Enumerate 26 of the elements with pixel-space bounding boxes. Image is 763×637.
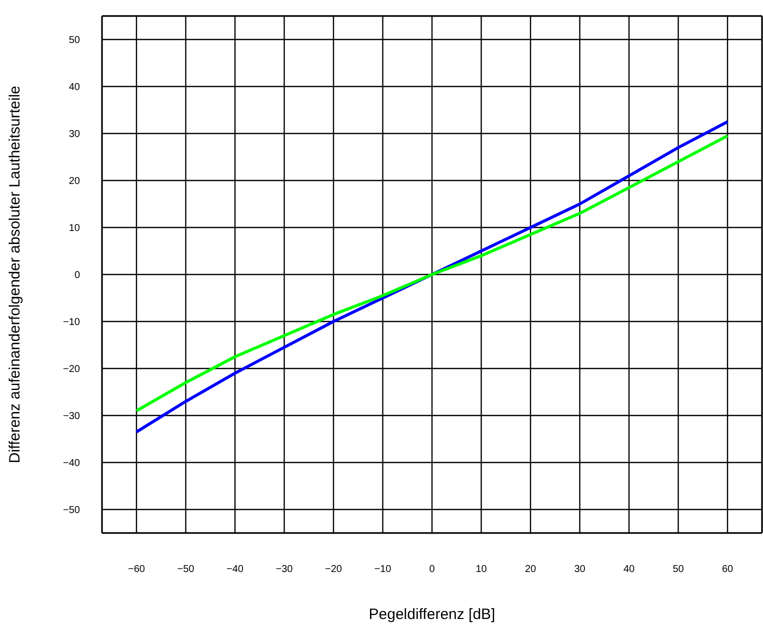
x-tick-label: 60 — [722, 564, 734, 576]
y-tick-label: 10 — [68, 223, 80, 234]
y-tick-label: 40 — [68, 82, 80, 94]
y-tick-label: −20 — [63, 364, 80, 376]
x-axis-title: Pegeldifferenz [dB] — [368, 606, 496, 623]
y-tick-label: 50 — [68, 35, 80, 46]
y-axis-title: Differenz aufeinanderfolgender absoluter Lautheitsurteile — [6, 86, 24, 464]
x-tick-label: 0 — [429, 564, 436, 576]
y-tick-label: −40 — [63, 458, 80, 470]
y-tick-label: 30 — [68, 129, 80, 140]
x-tick-label: −50 — [177, 564, 195, 576]
x-tick-label: 30 — [574, 564, 586, 576]
x-tick-label: 10 — [476, 564, 488, 576]
x-tick-label: 50 — [672, 564, 684, 576]
y-tick-label: 0 — [74, 270, 80, 282]
x-tick-label: −10 — [374, 564, 392, 576]
x-tick-label: −40 — [226, 564, 244, 576]
y-tick-label: −10 — [63, 317, 80, 328]
y-tick-label: −30 — [63, 411, 80, 422]
y-tick-label: −50 — [63, 505, 80, 516]
x-tick-label: −30 — [276, 564, 294, 576]
y-tick-label: 20 — [68, 176, 80, 188]
x-tick-label: 20 — [524, 564, 537, 576]
x-tick-label: 40 — [623, 564, 636, 576]
x-tick-label: −60 — [128, 564, 146, 576]
x-tick-label: −20 — [325, 564, 342, 576]
